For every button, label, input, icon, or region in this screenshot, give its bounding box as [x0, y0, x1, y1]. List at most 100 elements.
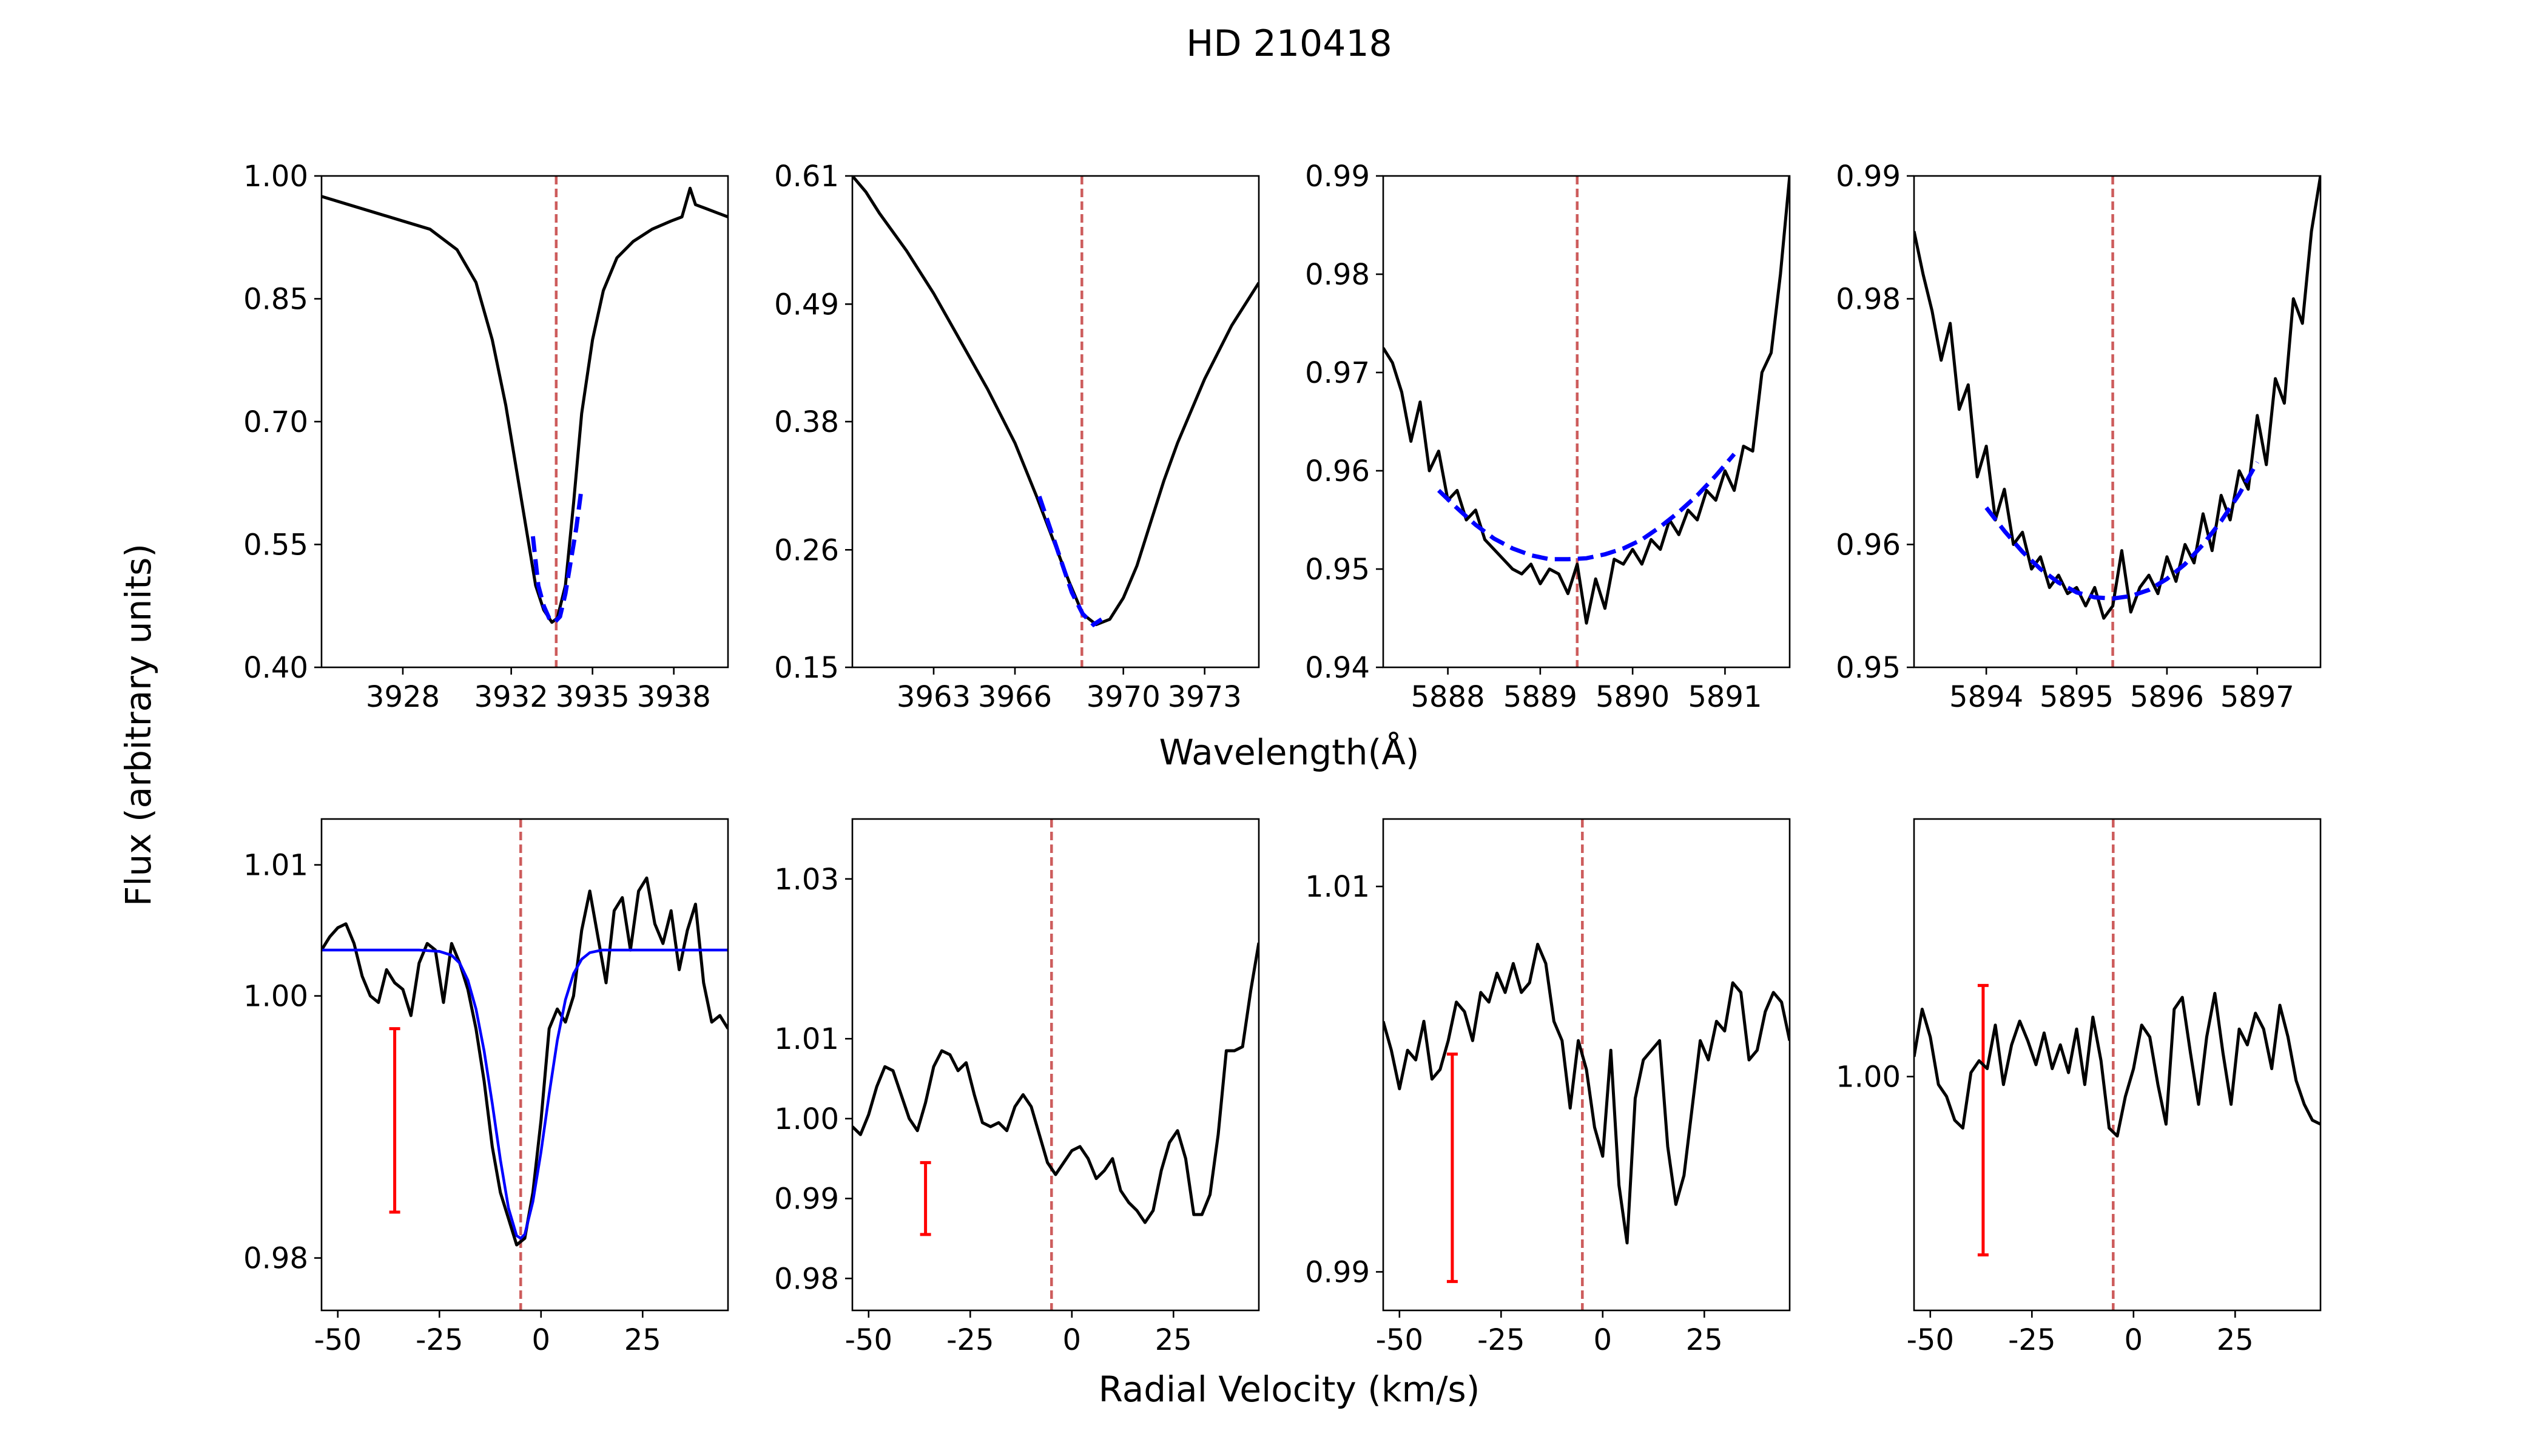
panel-4: 5894 5895 5896 5897 0.95 0.96 0.98 0.99	[1836, 160, 2322, 714]
y-tick-label: 0.98	[1836, 283, 1901, 317]
y-tick-label: 0.49	[774, 288, 839, 322]
y-tick-label: 0.97	[1305, 356, 1370, 390]
plot-area	[1383, 819, 1790, 1310]
y-tick-label: 1.01	[774, 1022, 839, 1056]
y-tick-label: 0.99	[1836, 160, 1901, 194]
x-tick-label: 5895	[2040, 680, 2114, 714]
panels-group: 3928 3932 3935 3938 0.40 0.55 0.70 0.85 1.00 3963…	[243, 160, 2322, 1357]
spectrum-line	[852, 176, 1259, 627]
plot-area	[1914, 819, 2320, 1310]
error-bar	[389, 1027, 400, 1214]
y-tick-label: 0.99	[1305, 1255, 1370, 1289]
error-bar	[1977, 983, 1989, 1257]
x-tick-label: 25	[624, 1323, 661, 1357]
x-tick-label: -25	[416, 1323, 463, 1357]
spectrum-line	[852, 942, 1259, 1224]
fit-line	[322, 948, 728, 1241]
y-tick-label: 0.85	[243, 283, 308, 317]
y-tick-label: 1.01	[1305, 870, 1370, 904]
plot-area	[852, 176, 1259, 667]
panel-7: -50 -25 0 25 0.99 1.01	[1305, 818, 1791, 1357]
fit-line	[1037, 496, 1103, 628]
panel-frame	[320, 818, 729, 1312]
y-axis-label: Flux (arbitrary units)	[118, 544, 159, 906]
y-tick-label: 0.55	[243, 528, 308, 562]
x-tick-label: 0	[1063, 1323, 1082, 1357]
panel-frame	[320, 175, 729, 669]
x-tick-label: 3966	[978, 680, 1052, 714]
error-bar	[920, 1161, 931, 1236]
panel-frame	[1913, 818, 2322, 1312]
figure-title: HD 210418	[1186, 22, 1392, 65]
y-tick-label: 0.94	[1305, 651, 1370, 685]
x-tick-label: 5888	[1411, 680, 1485, 714]
y-tick-label: 0.98	[243, 1242, 308, 1276]
x-tick-label: -50	[314, 1323, 362, 1357]
y-tick-label: 1.00	[243, 160, 308, 194]
x-tick-label: 0	[2125, 1323, 2143, 1357]
x-tick-label: -50	[845, 1323, 892, 1357]
spectrum-line	[1383, 176, 1790, 625]
x-tick-label: -50	[1376, 1323, 1423, 1357]
panel-1: 3928 3932 3935 3938 0.40 0.55 0.70 0.85 1.00	[243, 160, 729, 714]
y-tick-label: 1.00	[1836, 1060, 1901, 1094]
y-tick-label: 0.95	[1836, 651, 1901, 685]
y-tick-label: 0.96	[1305, 454, 1370, 488]
x-tick-label: 25	[1686, 1323, 1723, 1357]
spectrum-line	[1914, 991, 2320, 1138]
x-tick-label: 5889	[1503, 680, 1577, 714]
plot-area	[322, 819, 728, 1310]
y-tick-label: 0.26	[774, 533, 839, 567]
x-tick-label: 0	[532, 1323, 551, 1357]
panel-frame	[1382, 818, 1791, 1312]
x-tick-label: 5891	[1688, 680, 1762, 714]
x-tick-label: 3973	[1168, 680, 1242, 714]
y-tick-label: 0.98	[774, 1262, 839, 1296]
x-axis-label-wavelength: Wavelength(Å)	[1159, 731, 1420, 773]
x-tick-label: -25	[946, 1323, 994, 1357]
x-axis-label-radial-velocity: Radial Velocity (km/s)	[1099, 1369, 1480, 1410]
panel-8: -50 -25 0 25 1.00	[1836, 818, 2322, 1357]
x-tick-label: 0	[1594, 1323, 1613, 1357]
y-tick-label: 1.00	[243, 980, 308, 1014]
x-tick-label: 5894	[1949, 680, 2023, 714]
panel-frame	[851, 175, 1260, 669]
fit-line	[530, 487, 584, 625]
y-tick-label: 0.98	[1305, 258, 1370, 292]
plot-area	[322, 176, 728, 667]
spectrum-line	[1383, 943, 1790, 1245]
panel-3: 5888 5889 5890 5891 0.94 0.95 0.96 0.97 0.98 0.99	[1305, 160, 1791, 714]
spectrum-line	[322, 186, 728, 624]
y-tick-label: 0.95	[1305, 553, 1370, 587]
y-tick-label: 0.99	[774, 1182, 839, 1216]
x-tick-label: 3963	[897, 680, 971, 714]
y-tick-label: 0.99	[1305, 160, 1370, 194]
y-tick-label: 1.01	[243, 849, 308, 883]
spectrum-line	[322, 876, 728, 1247]
x-tick-label: 3935	[556, 680, 630, 714]
y-tick-label: 0.70	[243, 405, 308, 439]
fit-line	[1984, 461, 2259, 601]
x-tick-label: 5896	[2130, 680, 2204, 714]
fit-line	[1437, 453, 1736, 562]
x-tick-label: 25	[2217, 1323, 2254, 1357]
y-tick-label: 0.96	[1836, 528, 1901, 562]
x-tick-label: -25	[1477, 1323, 1525, 1357]
x-tick-label: 25	[1155, 1323, 1192, 1357]
panel-2: 3963 3966 3970 3973 0.15 0.26 0.38 0.49 0.61	[774, 160, 1260, 714]
x-tick-label: 3970	[1087, 680, 1161, 714]
y-tick-label: 0.15	[774, 651, 839, 685]
x-tick-label: 3932	[474, 680, 548, 714]
y-tick-label: 1.00	[774, 1102, 839, 1136]
error-bar	[1446, 1053, 1458, 1283]
plot-area	[1383, 176, 1790, 667]
panel-6: -50 -25 0 25 0.98 0.99 1.00 1.01 1.03	[774, 818, 1260, 1357]
y-tick-label: 0.40	[243, 651, 308, 685]
x-tick-label: 3928	[366, 680, 440, 714]
x-tick-label: -25	[2008, 1323, 2055, 1357]
y-tick-label: 0.38	[774, 405, 839, 439]
x-tick-label: 5890	[1596, 680, 1670, 714]
plot-area	[852, 819, 1259, 1310]
y-tick-label: 0.61	[774, 160, 839, 194]
